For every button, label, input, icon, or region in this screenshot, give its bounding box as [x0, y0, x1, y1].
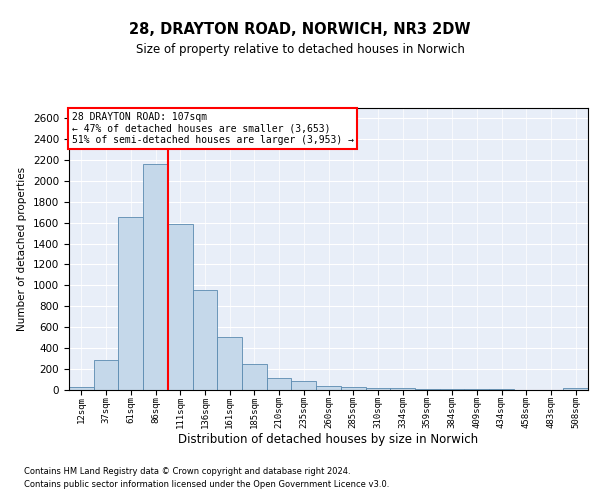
Bar — [94, 360, 118, 390]
Bar — [168, 224, 193, 390]
Bar — [193, 290, 217, 390]
Bar — [316, 386, 341, 390]
Y-axis label: Number of detached properties: Number of detached properties — [17, 166, 28, 331]
Text: 28 DRAYTON ROAD: 107sqm
← 47% of detached houses are smaller (3,653)
51% of semi: 28 DRAYTON ROAD: 107sqm ← 47% of detache… — [71, 112, 353, 145]
Bar — [440, 389, 464, 390]
Bar — [390, 388, 415, 390]
Text: Contains HM Land Registry data © Crown copyright and database right 2024.: Contains HM Land Registry data © Crown c… — [24, 468, 350, 476]
Bar — [69, 387, 94, 390]
Bar — [118, 218, 143, 390]
Bar — [217, 337, 242, 390]
Bar — [341, 386, 365, 390]
Text: 28, DRAYTON ROAD, NORWICH, NR3 2DW: 28, DRAYTON ROAD, NORWICH, NR3 2DW — [129, 22, 471, 38]
Bar — [292, 380, 316, 390]
Bar — [365, 388, 390, 390]
Bar — [415, 388, 440, 390]
Bar — [143, 164, 168, 390]
Text: Distribution of detached houses by size in Norwich: Distribution of detached houses by size … — [178, 432, 478, 446]
Text: Contains public sector information licensed under the Open Government Licence v3: Contains public sector information licen… — [24, 480, 389, 489]
Text: Size of property relative to detached houses in Norwich: Size of property relative to detached ho… — [136, 42, 464, 56]
Bar — [242, 364, 267, 390]
Bar — [267, 378, 292, 390]
Bar — [563, 388, 588, 390]
